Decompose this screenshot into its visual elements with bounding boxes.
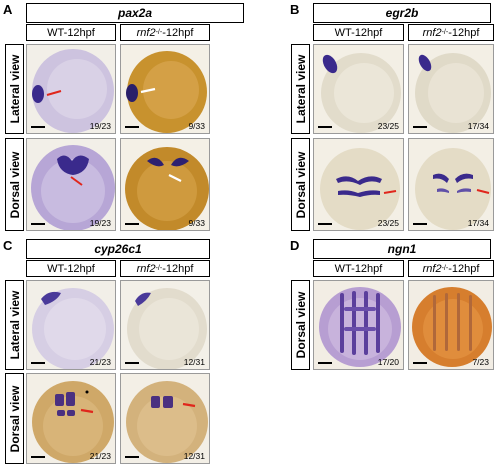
scale-bar	[125, 456, 139, 458]
scale-bar	[125, 362, 139, 364]
panel-b-letter: B	[290, 2, 300, 17]
embryo-image	[32, 49, 114, 133]
panel-a-mut-lateral: 9/33	[120, 44, 210, 134]
panel-c-dorsal-label: Dorsal view	[5, 373, 24, 464]
scale-bar	[125, 126, 139, 128]
panel-a-letter: A	[3, 2, 13, 17]
embryo-image	[126, 381, 208, 463]
scale-bar	[31, 456, 45, 458]
panel-b-wt-lateral: 23/25	[313, 44, 404, 134]
count-label: 9/33	[188, 121, 205, 131]
panel-b-gene-label: egr2b	[313, 3, 491, 23]
panel-b-lateral-label: Lateral view	[291, 44, 310, 134]
count-label: 12/31	[183, 451, 205, 461]
embryo-image	[127, 288, 207, 369]
scale-bar	[31, 126, 45, 128]
panel-c-cond-wt: WT-12hpf	[26, 260, 116, 277]
panel-b-mut-lateral: 17/34	[408, 44, 494, 134]
panel-b-dorsal-label: Dorsal view	[291, 138, 310, 231]
count-label: 12/31	[183, 357, 205, 367]
embryo-image	[321, 53, 401, 133]
count-label: 19/23	[89, 121, 111, 131]
embryo-image	[320, 148, 400, 230]
panel-c-wt-lateral: 21/23	[26, 280, 116, 370]
scale-bar	[413, 126, 427, 128]
panel-c-mut-dorsal: 12/31	[120, 373, 210, 464]
embryo-image	[32, 381, 114, 463]
scale-bar	[31, 362, 45, 364]
panel-a-lateral-label: Lateral view	[5, 44, 24, 134]
panel-c-cond-mut: rnf2 -/- -12hpf	[120, 260, 210, 277]
count-label: 21/23	[89, 451, 111, 461]
panel-a-wt-dorsal: 19/23	[26, 138, 116, 231]
panel-d-wt-dorsal: 17/20	[313, 280, 404, 370]
count-label: 7/23	[472, 357, 489, 367]
scale-bar	[318, 362, 332, 364]
panel-b-wt-dorsal: 23/25	[313, 138, 404, 231]
scale-bar	[125, 223, 139, 225]
panel-a-cond-wt: WT-12hpf	[26, 24, 116, 41]
panel-a-mut-dorsal: 9/33	[120, 138, 210, 231]
embryo-image	[415, 53, 491, 133]
panel-c-gene-label: cyp26c1	[26, 239, 210, 259]
panel-d-letter: D	[290, 238, 300, 253]
embryo-image	[415, 148, 491, 230]
embryo-image	[412, 287, 492, 367]
embryo-image	[126, 51, 207, 133]
scale-bar	[318, 126, 332, 128]
panel-d-mut-dorsal: 7/23	[408, 280, 494, 370]
count-label: 17/34	[467, 121, 489, 131]
scale-bar	[31, 223, 45, 225]
panel-c-letter: C	[3, 238, 13, 253]
panel-b-cond-wt: WT-12hpf	[313, 24, 404, 41]
count-label: 21/23	[89, 357, 111, 367]
panel-a-gene-label: pax2a	[26, 3, 244, 23]
panel-c-lateral-label: Lateral view	[5, 280, 24, 370]
scale-bar	[318, 223, 332, 225]
panel-d-gene-label: ngn1	[313, 239, 491, 259]
count-label: 19/23	[89, 218, 111, 228]
embryo-image	[125, 147, 209, 230]
panel-d-dorsal-label: Dorsal view	[291, 280, 310, 370]
panel-d-cond-mut: rnf2 -/- -12hpf	[408, 260, 494, 277]
panel-a-cond-mut: rnf2 -/- -12hpf	[120, 24, 210, 41]
embryo-image	[319, 287, 401, 367]
count-label: 17/20	[377, 357, 399, 367]
panel-c-wt-dorsal: 21/23	[26, 373, 116, 464]
count-label: 23/25	[377, 218, 399, 228]
scale-bar	[413, 223, 427, 225]
embryo-image	[32, 288, 114, 369]
scale-bar	[413, 362, 427, 364]
panel-a-wt-lateral: 19/23	[26, 44, 116, 134]
panel-b-cond-mut: rnf2 -/- -12hpf	[408, 24, 494, 41]
count-label: 17/34	[467, 218, 489, 228]
panel-a-dorsal-label: Dorsal view	[5, 138, 24, 231]
panel-b-mut-dorsal: 17/34	[408, 138, 494, 231]
panel-c-mut-lateral: 12/31	[120, 280, 210, 370]
count-label: 23/25	[377, 121, 399, 131]
count-label: 9/33	[188, 218, 205, 228]
embryo-image	[31, 145, 115, 230]
panel-d-cond-wt: WT-12hpf	[313, 260, 404, 277]
